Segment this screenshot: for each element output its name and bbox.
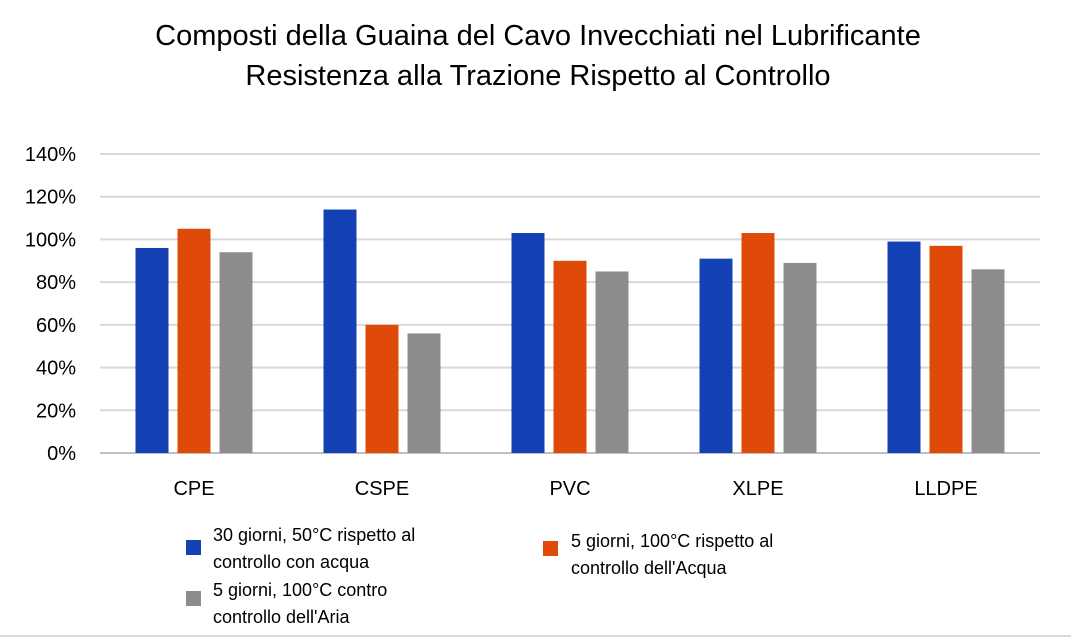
bar-cpe-series-2 (177, 228, 211, 453)
x-category-label: CSPE (355, 478, 409, 500)
x-category-label: LLDPE (914, 478, 977, 500)
chart-title-line-1: Composti della Guaina del Cavo Invecchia… (155, 20, 921, 52)
y-tick-label: 100% (25, 229, 76, 251)
y-tick-label: 120% (25, 187, 76, 209)
legend-swatch-series-3 (186, 591, 201, 606)
legend-label-series-1: 30 giorni, 50°C rispetto al (213, 525, 415, 545)
bar-cpe-series-1 (135, 247, 169, 453)
legend-swatch-series-1 (186, 540, 201, 555)
bars (135, 209, 1005, 453)
bar-xlpe-series-2 (741, 233, 775, 453)
y-tick-label: 0% (47, 443, 76, 465)
y-tick-label: 40% (36, 358, 76, 380)
legend-label-series-2: controllo dell'Acqua (571, 558, 728, 578)
legend: 30 giorni, 50°C rispetto al controllo con… (186, 525, 773, 627)
bar-cspe-series-1 (323, 209, 357, 453)
bar-lldpe-series-1 (887, 241, 921, 453)
bar-pvc-series-2 (553, 260, 587, 453)
bar-lldpe-series-3 (971, 269, 1005, 453)
x-category-label: XLPE (732, 478, 783, 500)
bar-pvc-series-1 (511, 233, 545, 453)
bar-cspe-series-3 (407, 333, 441, 453)
y-tick-label: 140% (25, 144, 76, 166)
bar-lldpe-series-2 (929, 245, 963, 453)
y-axis-ticks: 0% 20% 40% 60% 80% 100% 120% 140% (25, 144, 76, 465)
legend-label-series-3: controllo dell'Aria (213, 607, 350, 627)
bar-cpe-series-3 (219, 252, 253, 453)
x-category-label: CPE (173, 478, 214, 500)
chart-title-line-2: Resistenza alla Trazione Rispetto al Con… (245, 60, 830, 92)
y-tick-label: 60% (36, 315, 76, 337)
y-tick-label: 20% (36, 400, 76, 422)
x-category-label: PVC (549, 478, 590, 500)
legend-label-series-2: 5 giorni, 100°C rispetto al (571, 531, 773, 551)
legend-swatch-series-2 (543, 541, 558, 556)
legend-label-series-3: 5 giorni, 100°C contro (213, 580, 387, 600)
y-tick-label: 80% (36, 272, 76, 294)
bar-cspe-series-2 (365, 324, 399, 453)
x-axis-categories: CPE CSPE PVC XLPE LLDPE (173, 478, 977, 500)
bar-xlpe-series-1 (699, 258, 733, 453)
bar-xlpe-series-3 (783, 262, 817, 453)
legend-label-series-1: controllo con acqua (213, 552, 370, 572)
bar-pvc-series-3 (595, 271, 629, 453)
